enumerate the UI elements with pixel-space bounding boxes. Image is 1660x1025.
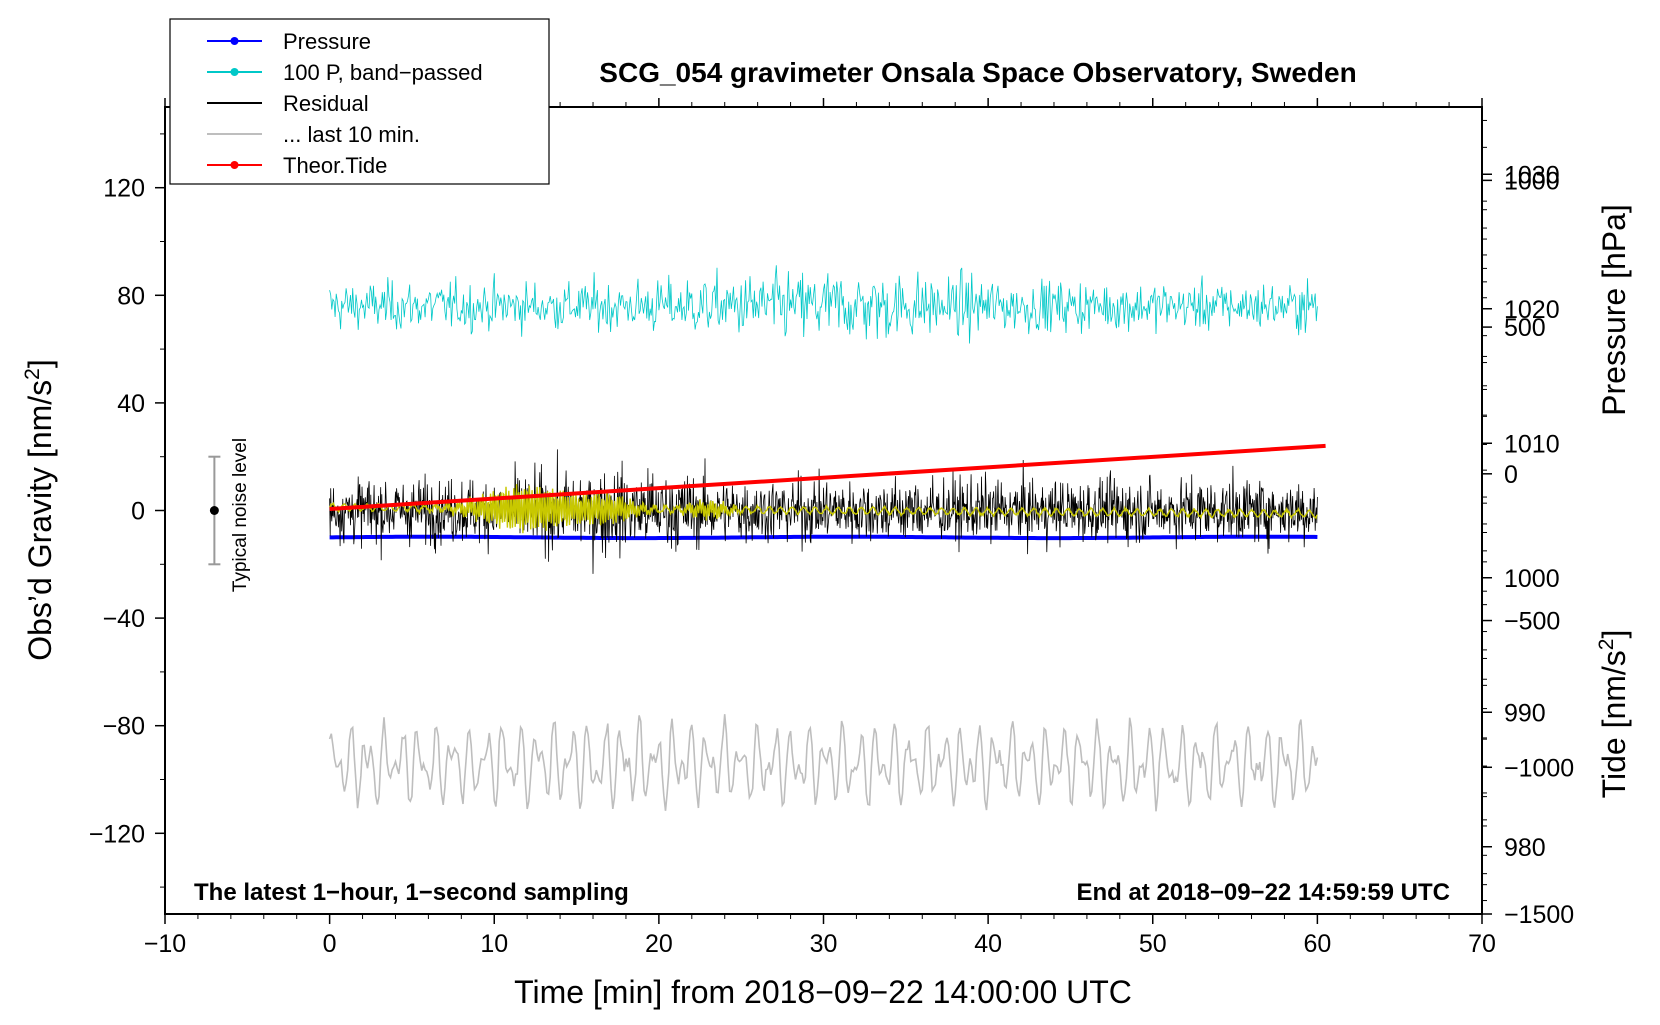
sampling-annotation: The latest 1−hour, 1−second sampling bbox=[194, 879, 629, 906]
series-residual bbox=[329, 449, 1318, 574]
left-axis-title-end: ] bbox=[22, 359, 58, 368]
x-tick-label: 0 bbox=[323, 930, 337, 958]
chart-title: SCG_054 gravimeter Onsala Space Observat… bbox=[599, 57, 1356, 88]
tide-tick-label: −1000 bbox=[1504, 754, 1574, 782]
pressure-tick-label: 1030 bbox=[1504, 161, 1560, 189]
left-tick-label: 120 bbox=[103, 175, 145, 203]
legend-label: ... last 10 min. bbox=[283, 122, 420, 147]
tide-axis-title: Tide [nm/s2] bbox=[1595, 630, 1632, 799]
x-tick-label: −10 bbox=[144, 930, 186, 958]
x-tick-label: 50 bbox=[1139, 930, 1167, 958]
legend-marker bbox=[230, 68, 239, 76]
legend: Pressure 100 P, band−passed Residual ... la… bbox=[169, 18, 550, 185]
series-theoretical-tide bbox=[329, 443, 1326, 511]
left-tick-label: −40 bbox=[103, 605, 145, 633]
axes-layer: −10 0 10 20 30 40 50 60 7012080400−40−80−1201030… bbox=[89, 98, 1574, 958]
noise-level-marker bbox=[208, 455, 221, 566]
left-tick-label: −120 bbox=[89, 820, 145, 848]
series-layer bbox=[328, 265, 1326, 812]
left-axis-title-main: Obs’d Gravity [nm/s bbox=[22, 380, 58, 661]
left-tick-label: 80 bbox=[117, 282, 145, 310]
tide-tick-label: 500 bbox=[1504, 314, 1546, 342]
tide-tick-label: −500 bbox=[1504, 608, 1560, 636]
left-tick-label: 40 bbox=[117, 390, 145, 418]
legend-label: Pressure bbox=[283, 29, 371, 54]
tide-tick-label: 0 bbox=[1504, 461, 1518, 489]
x-tick-label: 40 bbox=[974, 930, 1002, 958]
tide-axis-title-end: ] bbox=[1596, 630, 1632, 639]
end-time-annotation: End at 2018−09−22 14:59:59 UTC bbox=[1076, 879, 1450, 906]
series-residual-smoothed bbox=[329, 484, 1318, 534]
pressure-tick-label: 1010 bbox=[1504, 430, 1560, 458]
series-last-10-min bbox=[328, 714, 1319, 812]
x-axis-title: Time [min] from 2018−09−22 14:00:00 UTC bbox=[514, 974, 1132, 1010]
pressure-tick-label: 990 bbox=[1504, 699, 1546, 727]
pressure-tick-label: 1020 bbox=[1504, 296, 1560, 324]
tide-tick-label: 1000 bbox=[1504, 167, 1560, 195]
tide-axis-title-sup: 2 bbox=[1595, 639, 1618, 651]
legend-marker bbox=[230, 37, 239, 45]
tide-tick-label: −1500 bbox=[1504, 901, 1574, 929]
noise-bar-center bbox=[209, 506, 219, 515]
series-pressure bbox=[329, 534, 1318, 541]
left-tick-label: −80 bbox=[103, 713, 145, 741]
x-tick-label: 60 bbox=[1303, 930, 1331, 958]
legend-marker bbox=[230, 161, 239, 169]
legend-label: Theor.Tide bbox=[283, 153, 387, 178]
x-tick-label: 10 bbox=[480, 930, 508, 958]
x-tick-label: 70 bbox=[1468, 930, 1496, 958]
pressure-axis-title: Pressure [hPa] bbox=[1596, 204, 1632, 416]
x-tick-label: 20 bbox=[645, 930, 673, 958]
tide-axis-title-main: Tide [nm/s bbox=[1596, 650, 1632, 798]
legend-label: Residual bbox=[283, 91, 369, 116]
series-bandpassed-pressure bbox=[329, 265, 1318, 344]
left-tick-label: 0 bbox=[131, 498, 145, 526]
left-axis-title: Obs’d Gravity [nm/s2] bbox=[21, 359, 58, 661]
pressure-tick-label: 1000 bbox=[1504, 565, 1560, 593]
pressure-tick-label: 980 bbox=[1504, 834, 1546, 862]
left-axis-title-sup: 2 bbox=[21, 368, 44, 380]
noise-level-label: Typical noise level bbox=[230, 438, 251, 592]
legend-label: 100 P, band−passed bbox=[283, 60, 483, 85]
x-tick-label: 30 bbox=[810, 930, 838, 958]
legend-box bbox=[169, 18, 550, 185]
